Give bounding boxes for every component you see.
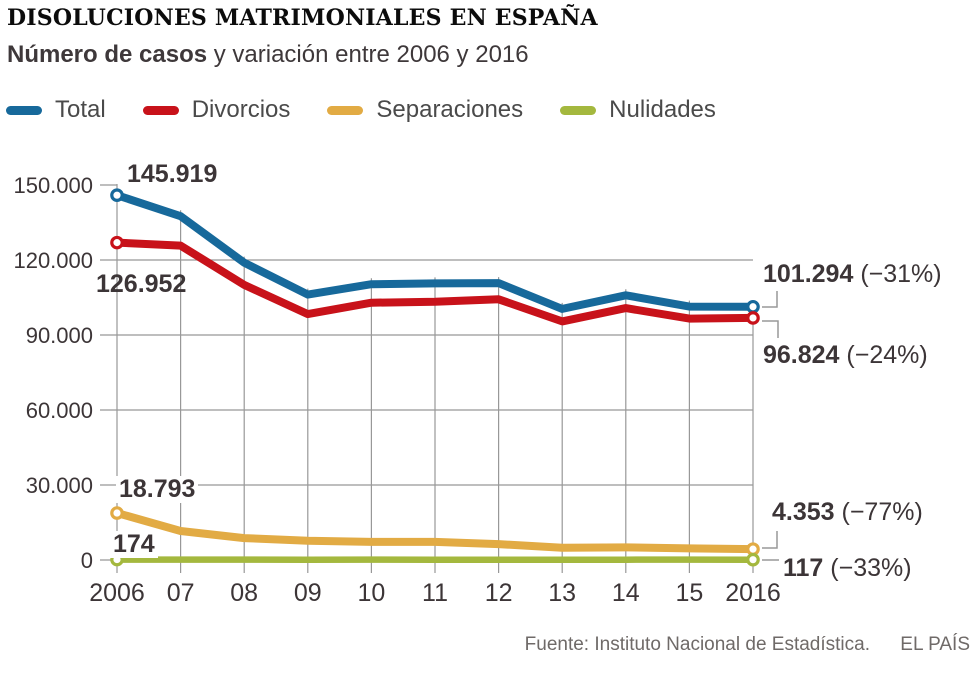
marker-divorcios-start xyxy=(110,235,124,250)
legend-item-nulidades: Nulidades xyxy=(560,96,716,124)
annotation-total-end: 101.294 (−31%) xyxy=(763,262,942,287)
y-tick-label: 0 xyxy=(81,548,93,573)
annotation-total-start: 145.919 xyxy=(127,160,218,188)
separaciones-line-swatch xyxy=(327,105,364,115)
leader-divorcios xyxy=(762,320,779,338)
legend-label-nulidades: Nulidades xyxy=(609,96,716,123)
x-tick-label: 15 xyxy=(675,579,703,607)
legend: Total Divorcios Separaciones Nulidades xyxy=(6,96,716,124)
y-tick-label: 150.000 xyxy=(13,173,93,198)
annotation-nulidades-start: 174 xyxy=(110,531,158,558)
legend-label-divorcios: Divorcios xyxy=(191,96,291,123)
y-tick-label: 90.000 xyxy=(26,323,93,348)
annotation-separaciones-start: 18.793 xyxy=(116,476,199,503)
annotation-nulidades-end: 117 (−33%) xyxy=(783,556,912,581)
marker-separaciones-start xyxy=(110,506,124,520)
legend-item-divorcios: Divorcios xyxy=(142,96,291,124)
annotation-nulidades-end-pct: (−33%) xyxy=(823,554,912,582)
legend-label-separaciones: Separaciones xyxy=(376,96,524,123)
subtitle-rest: y variación entre 2006 y 2016 xyxy=(207,41,529,68)
annotation-total-end-pct: (−31%) xyxy=(853,260,942,288)
leader-total xyxy=(762,291,778,308)
series-line-total xyxy=(115,191,754,313)
y-tick-label: 60.000 xyxy=(26,398,93,423)
marker-total-end xyxy=(746,299,760,314)
x-tick-label: 13 xyxy=(548,579,576,607)
legend-label-total: Total xyxy=(55,96,106,123)
chart-subtitle: Número de casos y variación entre 2006 y… xyxy=(7,41,529,69)
nulidades-line-swatch xyxy=(560,105,597,115)
subtitle-bold: Número de casos xyxy=(7,41,208,68)
x-tick-label: 07 xyxy=(167,579,195,607)
legend-item-total: Total xyxy=(6,96,106,124)
series-line-divorcios xyxy=(116,238,754,326)
annotation-divorcios-end: 96.824 (−24%) xyxy=(763,343,928,368)
x-tick-label: 2006 xyxy=(89,579,145,607)
x-tick-label: 11 xyxy=(422,579,448,607)
marker-nulidades-end xyxy=(746,552,760,567)
x-tick-label: 09 xyxy=(294,579,322,607)
annotation-total-end-value: 101.294 xyxy=(763,260,854,288)
x-tick-label: 2016 xyxy=(725,579,781,607)
annotation-nulidades-end-value: 117 xyxy=(783,554,824,582)
divorcios-line-swatch xyxy=(142,105,179,115)
series-line-separaciones xyxy=(115,509,754,554)
marker-divorcios-end xyxy=(746,311,760,325)
leader-separaciones xyxy=(762,531,778,549)
marker-total-start xyxy=(110,188,124,203)
x-tick-label: 14 xyxy=(612,579,640,607)
annotation-divorcios-end-value: 96.824 xyxy=(763,341,840,369)
annotation-separaciones-end-pct: (−77%) xyxy=(834,498,923,526)
brand-logo: EL PAÍS xyxy=(900,634,970,655)
source-text: Fuente: Instituto Nacional de Estadístic… xyxy=(524,634,870,655)
marker-separaciones-end xyxy=(746,542,760,556)
x-tick-label: 10 xyxy=(357,579,385,607)
y-tick-label: 120.000 xyxy=(13,248,93,273)
x-tick-label: 08 xyxy=(230,579,258,607)
page-title: DISOLUCIONES MATRIMONIALES EN ESPAÑA xyxy=(7,5,598,31)
annotation-separaciones-end-value: 4.353 xyxy=(772,498,835,526)
legend-item-separaciones: Separaciones xyxy=(327,96,523,124)
annotation-divorcios-start: 126.952 xyxy=(96,270,187,298)
x-tick-label: 12 xyxy=(485,579,513,607)
annotation-separaciones-end: 4.353 (−77%) xyxy=(772,500,923,525)
y-tick-label: 30.000 xyxy=(26,473,93,498)
annotation-divorcios-end-pct: (−24%) xyxy=(839,341,928,369)
total-line-swatch xyxy=(6,105,42,115)
